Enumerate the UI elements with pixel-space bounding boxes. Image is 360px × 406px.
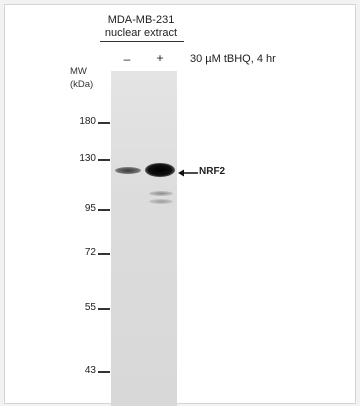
mw-marker-130: 130 (79, 153, 96, 164)
lane-label-untreated: – (123, 52, 131, 66)
mw-marker-180: 180 (79, 116, 96, 127)
mw-marker-55: 55 (84, 302, 96, 313)
mw-tick-130 (98, 159, 110, 161)
band-lane2-nrf2 (145, 163, 175, 177)
mw-tick-180 (98, 122, 110, 124)
sample-name: MDA-MB-231 (107, 14, 175, 26)
sample-underline (100, 41, 184, 42)
mw-marker-95: 95 (84, 203, 96, 214)
mw-axis-unit: (kDa) (70, 79, 94, 90)
mw-tick-95 (98, 209, 110, 211)
western-blot-membrane (111, 71, 177, 406)
left-arrow-icon (178, 169, 198, 177)
mw-tick-43 (98, 371, 110, 373)
band-lane2-lower-2 (149, 199, 173, 204)
mw-axis-title: MW (70, 66, 87, 77)
mw-marker-43: 43 (84, 365, 96, 376)
sample-type: nuclear extract (104, 27, 178, 39)
treatment-label: 30 µM tBHQ, 4 hr (190, 53, 276, 65)
lane-label-treated: + (156, 51, 164, 65)
mw-tick-72 (98, 253, 110, 255)
band-lane2-lower-1 (149, 191, 173, 196)
mw-marker-72: 72 (84, 247, 96, 258)
mw-tick-55 (98, 308, 110, 310)
figure-panel (4, 4, 356, 404)
target-protein-label: NRF2 (199, 166, 226, 177)
band-lane1-nrf2 (115, 167, 141, 174)
